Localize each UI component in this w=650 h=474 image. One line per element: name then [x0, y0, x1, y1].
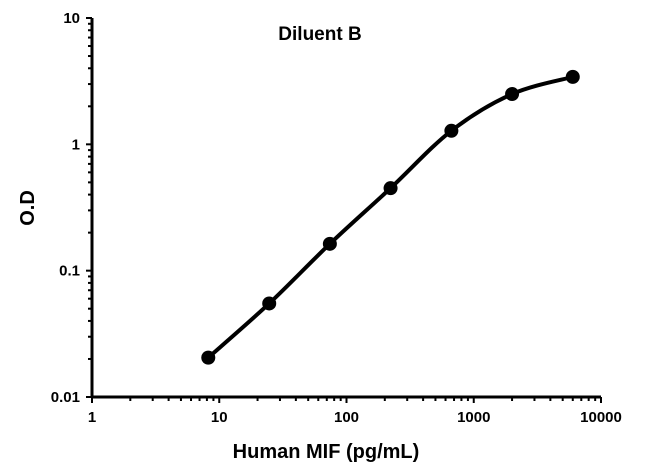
data-points	[201, 69, 580, 365]
tick-labels: 1 10 100 1000 10000 0.01 0.1 1 10	[51, 10, 622, 426]
data-point	[505, 87, 520, 102]
x-tick-label: 100	[334, 409, 359, 426]
y-tick-label: 10	[63, 10, 80, 27]
x-axis-label: Human MIF (pg/mL)	[233, 441, 420, 463]
x-tick-label: 1	[88, 409, 96, 426]
y-tick-label: 0.1	[59, 263, 80, 280]
data-point	[444, 123, 459, 138]
data-point	[565, 69, 580, 84]
x-tick-label: 10000	[580, 409, 622, 426]
data-point	[262, 296, 277, 311]
data-point	[383, 181, 398, 196]
y-tick-label: 0.01	[51, 389, 80, 406]
y-axis-label: O.D	[17, 190, 39, 226]
data-point	[322, 236, 337, 251]
x-tick-label: 1000	[457, 409, 490, 426]
y-tick-label: 1	[72, 136, 80, 153]
series-line	[206, 74, 574, 360]
chart-title: Diluent B	[278, 24, 361, 45]
x-tick-label: 10	[211, 409, 228, 426]
data-point	[201, 350, 216, 365]
axes	[86, 17, 602, 403]
